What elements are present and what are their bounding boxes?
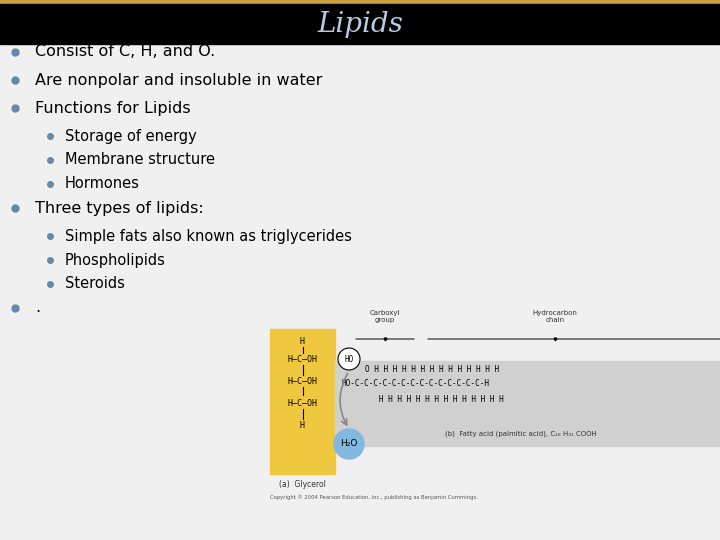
Text: H H H H H H H H H H H H H H: H H H H H H H H H H H H H H [365, 395, 504, 403]
Text: H–C–OH: H–C–OH [287, 376, 318, 386]
Text: H₂O: H₂O [341, 440, 358, 449]
Text: .: . [35, 300, 40, 315]
Text: Carboxyl
group: Carboxyl group [370, 310, 400, 323]
Bar [270, 329, 335, 474]
Text: O H H H H H H H H H H H H H H: O H H H H H H H H H H H H H H [365, 364, 499, 374]
Circle shape [334, 429, 364, 459]
Text: HO-C-C-C-C-C-C-C-C-C-C-C-C-C-C-H: HO-C-C-C-C-C-C-C-C-C-C-C-C-C-C-H [341, 379, 489, 388]
Text: Three types of lipids:: Three types of lipids: [35, 200, 204, 215]
Text: Hormones: Hormones [65, 177, 140, 192]
Bar [0, 4, 720, 44]
Text: Are nonpolar and insoluble in water: Are nonpolar and insoluble in water [35, 72, 323, 87]
Text: H–C–OH: H–C–OH [287, 354, 318, 363]
Text: H: H [300, 421, 305, 429]
Bar [335, 361, 720, 446]
Text: Phospholipids: Phospholipids [65, 253, 166, 267]
Text: Simple fats also known as triglycerides: Simple fats also known as triglycerides [65, 228, 352, 244]
Circle shape [338, 348, 360, 370]
Text: Functions for Lipids: Functions for Lipids [35, 100, 191, 116]
Text: Consist of C, H, and O.: Consist of C, H, and O. [35, 44, 215, 59]
Text: (b)  Fatty acid (palmitic acid), C₁₆ H₃₁ COOH: (b) Fatty acid (palmitic acid), C₁₆ H₃₁ … [445, 431, 597, 437]
Text: Hydrocarbon
chain: Hydrocarbon chain [533, 310, 577, 323]
Text: Membrane structure: Membrane structure [65, 152, 215, 167]
Text: H: H [300, 336, 305, 346]
Bar [0, 0, 720, 4]
Text: (a)  Glycerol: (a) Glycerol [279, 480, 326, 489]
Text: Copyright © 2004 Pearson Education, Inc., publishing as Benjamin Cummings.: Copyright © 2004 Pearson Education, Inc.… [270, 494, 478, 500]
Text: Steroids: Steroids [65, 276, 125, 292]
Text: Lipids: Lipids [317, 10, 403, 37]
Text: HO: HO [344, 354, 354, 363]
Text: Storage of energy: Storage of energy [65, 129, 197, 144]
Text: H–C–OH: H–C–OH [287, 399, 318, 408]
